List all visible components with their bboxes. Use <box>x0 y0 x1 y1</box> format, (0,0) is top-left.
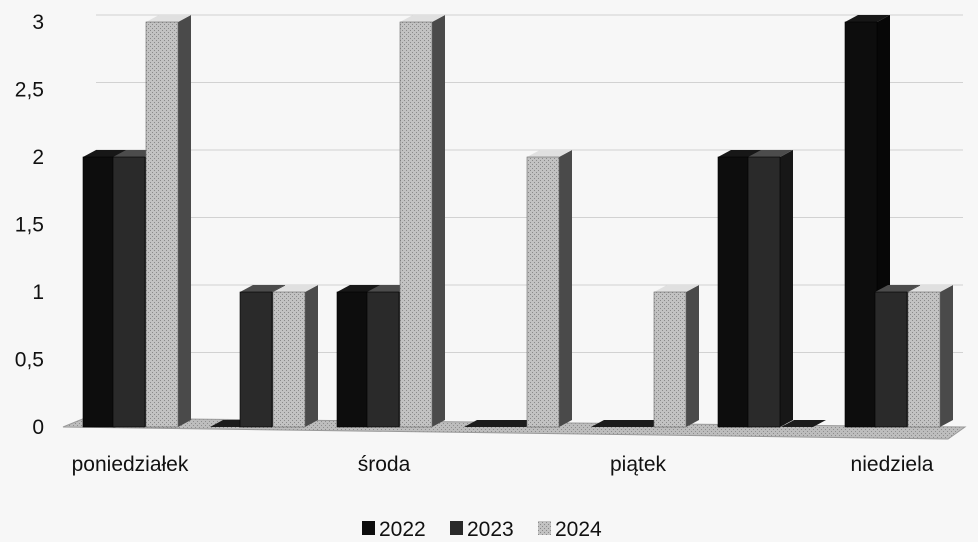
bar-front-face <box>336 291 370 428</box>
x-category-label: piątek <box>610 453 667 476</box>
bar-top-face <box>527 150 572 157</box>
y-tick-label: 0 <box>32 416 44 439</box>
bar-side-face <box>780 150 793 427</box>
bar-2023-sobota <box>747 150 793 428</box>
bar-2024-środa <box>399 15 445 428</box>
bar-front-face <box>272 291 306 428</box>
bar-front-face <box>239 291 273 428</box>
bar-2024-wtorek <box>272 285 318 428</box>
bar-2024-poniedziałek <box>145 15 191 428</box>
y-tick-label: 2,5 <box>15 79 44 102</box>
legend-label-2023: 2023 <box>467 518 514 541</box>
y-tick-label: 1,5 <box>15 214 44 237</box>
bar-front-face <box>366 291 400 428</box>
bar-top-face <box>146 15 191 22</box>
bar-front-face <box>82 156 116 428</box>
bar-side-face <box>559 150 572 427</box>
legend-swatch-2024 <box>538 521 551 535</box>
bar-top-face <box>875 285 920 292</box>
bar-front-face <box>399 21 433 428</box>
legend-label-2022: 2022 <box>379 518 426 541</box>
bar-top-face <box>748 150 793 157</box>
bar-front-face <box>747 156 781 428</box>
legend-swatch-2023 <box>450 521 463 535</box>
legend-swatch-2022 <box>362 521 375 535</box>
bar-top-face <box>240 285 285 292</box>
bar-2024-piątek <box>653 285 699 428</box>
bar-2024-niedziela <box>907 285 953 428</box>
bar-2024-sobota <box>781 420 826 427</box>
bar-side-face <box>432 15 445 427</box>
bar-front-face <box>844 21 878 428</box>
bar-front-face <box>907 291 941 428</box>
bar-side-face <box>686 285 699 427</box>
bar-top-face <box>908 285 953 292</box>
y-tick-label: 3 <box>32 11 44 34</box>
y-tick-label: 1 <box>32 281 44 304</box>
bar-top-face <box>400 15 445 22</box>
bar-2022-niedziela <box>844 15 890 428</box>
bar-front-face <box>145 21 179 428</box>
bar-side-face <box>305 285 318 427</box>
y-tick-label: 0,5 <box>15 349 44 372</box>
legend-label-2024: 2024 <box>555 518 602 541</box>
x-category-label: niedziela <box>851 453 934 476</box>
bar-side-face <box>940 285 953 427</box>
x-category-label: środa <box>358 453 411 476</box>
bar-front-face <box>874 291 908 428</box>
y-tick-label: 2 <box>32 146 44 169</box>
bar-side-face <box>178 15 191 427</box>
bar-front-face <box>653 291 687 428</box>
bar-top-face <box>845 15 890 22</box>
bar-front-face <box>526 156 560 428</box>
bar-front-face <box>112 156 146 428</box>
bar-top-face <box>654 285 699 292</box>
bar-2024-czwartek <box>526 150 572 428</box>
bar-front-face <box>717 156 751 428</box>
x-category-label: poniedziałek <box>72 453 189 476</box>
bar-top-face <box>273 285 318 292</box>
bar-zero-slab <box>781 420 826 427</box>
